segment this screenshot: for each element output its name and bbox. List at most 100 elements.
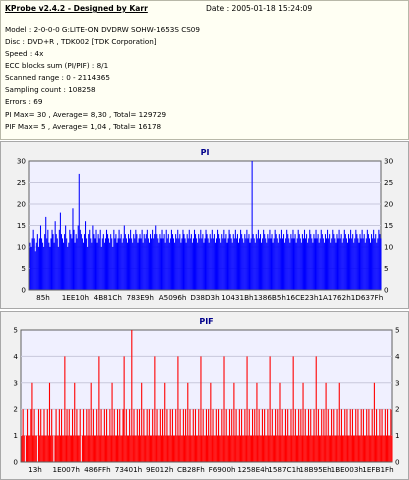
pi-bar [208, 242, 210, 290]
pif-bar [325, 382, 327, 462]
pi-bar [135, 229, 137, 290]
pif-bar [332, 435, 334, 462]
pi-bar [292, 229, 294, 290]
pi-bar [39, 225, 42, 290]
pif-bar [221, 409, 223, 462]
pi-bar [251, 161, 253, 290]
pif-bar [259, 435, 261, 462]
pi-bar [120, 234, 122, 290]
pif-bar [118, 435, 120, 462]
pi-bar [315, 229, 317, 290]
pi-bar [321, 234, 323, 290]
pif-bar [170, 435, 172, 462]
pif-bar [369, 435, 371, 462]
pi-bar [56, 238, 58, 290]
pif-bar [185, 409, 187, 462]
pif-bar [93, 435, 96, 462]
pi-bar [133, 234, 135, 290]
pif-bar [344, 409, 346, 462]
pif-bar [253, 435, 255, 462]
pif-bar [102, 435, 104, 462]
pif-bar [114, 435, 116, 462]
pi-bar [209, 234, 211, 290]
pi-bar [52, 234, 54, 290]
pif-bar [272, 435, 274, 462]
pi-x-tick: 783E9h [127, 293, 154, 302]
pif-bar [52, 435, 54, 462]
info-panel: KProbe v2.4.2 - Designed by Karr Date : … [0, 0, 409, 140]
pif-bar [238, 409, 240, 462]
pif-bar [321, 409, 323, 462]
pi-bar [301, 234, 303, 290]
pi-bar [262, 238, 264, 290]
pi-bar [64, 234, 66, 290]
pi-bar [122, 238, 124, 290]
pi-y-tick-right: 5 [384, 264, 389, 273]
pif-bar [157, 435, 159, 462]
pif-bar [358, 435, 360, 462]
pi-bar [266, 242, 268, 290]
pif-bar [79, 409, 81, 462]
pif-bar [348, 435, 350, 462]
pi-bar [97, 234, 99, 290]
pi-bar [341, 242, 343, 290]
pi-bar [261, 242, 263, 290]
pi-bar [377, 238, 379, 290]
pif-bar [284, 409, 287, 462]
pi-bar [161, 229, 163, 290]
pi-bar [45, 216, 47, 290]
pif-bar [141, 382, 143, 462]
pi-bar [154, 234, 156, 290]
pif-bar [376, 409, 378, 462]
pi-bar [333, 234, 335, 290]
pif-bar [180, 435, 182, 462]
pif-bar [103, 409, 105, 462]
pif-bar [156, 409, 158, 462]
pi-x-tick: 1D637Fh [351, 293, 384, 302]
pi-bar [82, 242, 84, 290]
pif-bar [78, 435, 80, 462]
pi-bar [364, 242, 366, 290]
pi-bar [298, 234, 300, 290]
pif-bar [355, 409, 357, 462]
pif-bar [168, 435, 170, 462]
pif-bar [64, 356, 66, 462]
pif-bar [119, 409, 121, 462]
pi-bar [130, 229, 132, 290]
pif-bar [108, 435, 110, 462]
info-scanned-range: Scanned range : 0 - 2114365 [5, 73, 110, 82]
pi-bar [30, 247, 32, 290]
pi-bar [124, 234, 126, 290]
pi-bar [214, 242, 216, 290]
pi-bar [75, 234, 77, 290]
pi-bar [276, 238, 278, 290]
pif-bar [143, 409, 145, 462]
pif-x-tick: 486FFh [84, 465, 111, 474]
pif-bar [160, 435, 162, 462]
pi-y-tick-right: 10 [384, 243, 394, 252]
pif-bar [309, 435, 311, 462]
pif-bar [280, 435, 282, 462]
pif-bar [40, 409, 42, 462]
pi-x-tick: D38D3h [190, 293, 219, 302]
pif-bar [131, 330, 133, 462]
pi-bar [230, 238, 232, 290]
pif-bar [295, 435, 298, 462]
pif-bar [194, 409, 197, 462]
pif-bar [310, 409, 312, 462]
pi-bar [59, 212, 61, 290]
pi-bar [247, 238, 249, 290]
pi-bar [178, 238, 180, 290]
pif-bar [189, 409, 191, 462]
pif-bar [220, 435, 222, 462]
pif-bar [361, 435, 363, 462]
pif-bar [212, 409, 214, 462]
pi-bar [42, 242, 44, 290]
pif-bar [340, 409, 343, 462]
pi-bar [47, 229, 49, 290]
pif-bar [126, 435, 128, 462]
pi-bar [344, 234, 346, 290]
pif-bar [115, 435, 117, 462]
pif-bar [175, 409, 177, 462]
pi-bar [375, 234, 377, 290]
